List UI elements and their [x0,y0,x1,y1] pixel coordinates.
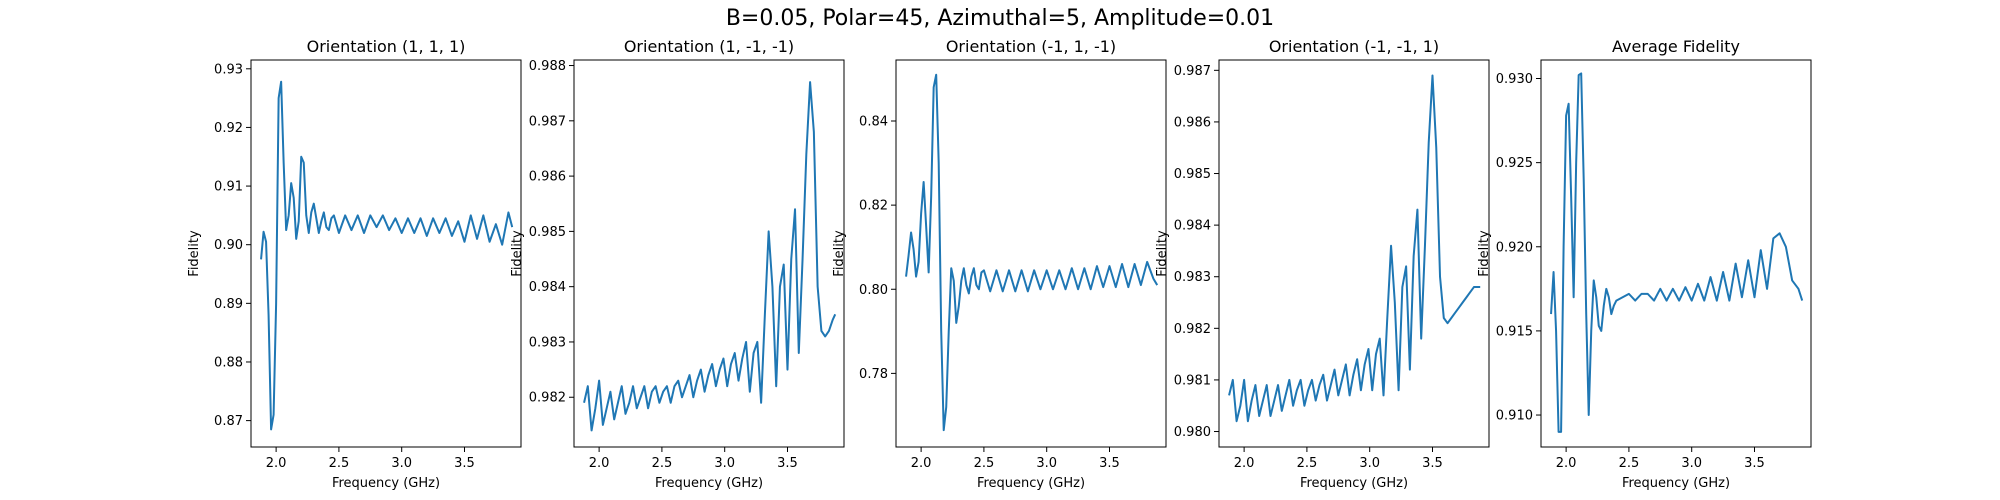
chart-2-y-tick-label: 0.988 [529,59,566,74]
chart-4-panel: 2.0 2.5 3.0 3.5 0.980 0.981 0.982 0.983 0.984 0.9… [1155,37,1490,491]
chart-4-y-axis-label: Fidelity [1155,230,1170,277]
chart-5-y-tick-label: 0.930 [1496,72,1533,87]
chart-1-y-tick-label: 0.91 [214,180,243,195]
chart-2-y-tick-label: 0.982 [529,391,566,406]
chart-4-x-tick-label: 2.0 [1234,456,1255,471]
chart-2-y-tick-label: 0.986 [529,170,566,185]
chart-1-y-tick-label: 0.90 [214,238,243,253]
chart-3-y-tick-label: 0.80 [859,283,888,298]
chart-2-x-tick-label: 3.5 [777,456,798,471]
chart-5-y-tick-label: 0.920 [1496,240,1533,255]
chart-1-x-tick-label: 2.0 [266,456,287,471]
chart-2-y-tick-label: 0.984 [529,280,566,295]
chart-3-panel: 2.0 2.5 3.0 3.5 0.78 0.80 0.82 0.84 Orientation … [832,37,1167,491]
chart-5-x-tick-label: 3.5 [1744,456,1765,471]
chart-1-x-axis-label: Frequency (GHz) [332,476,440,491]
chart-2-x-axis-label: Frequency (GHz) [655,476,763,491]
chart-3-x-tick-label: 2.5 [974,456,995,471]
chart-4-y-tick-label: 0.987 [1174,64,1211,79]
chart-4-y-tick-label: 0.981 [1174,373,1211,388]
figure-title: B=0.05, Polar=45, Azimuthal=5, Amplitude… [725,6,1275,31]
chart-1-x-tick-label: 3.0 [391,456,412,471]
chart-5-y-tick-label: 0.925 [1496,156,1533,171]
chart-5-series-line [1550,72,1804,433]
chart-2-x-tick-label: 2.0 [589,456,610,471]
chart-5-y-tick-label: 0.915 [1496,324,1533,339]
chart-4-y-tick-label: 0.985 [1174,167,1211,182]
chart-4-series-line [1228,74,1481,423]
chart-3-x-tick-label: 2.0 [911,456,932,471]
chart-5-title: Average Fidelity [1612,37,1740,56]
chart-3-x-axis-label: Frequency (GHz) [977,476,1085,491]
chart-1-series-line [260,80,514,431]
chart-1-y-tick-label: 0.92 [214,121,243,136]
chart-5-x-tick-label: 2.0 [1556,456,1577,471]
chart-3-y-axis-label: Fidelity [832,230,847,277]
chart-1-y-axis-label: Fidelity [187,230,202,277]
chart-5-panel: 2.0 2.5 3.0 3.5 0.910 0.915 0.920 0.925 0.930 Ave… [1477,37,1812,491]
chart-1-y-tick-label: 0.89 [214,297,243,312]
chart-4-y-tick-label: 0.983 [1174,270,1211,285]
chart-1-y-tick-label: 0.87 [214,414,243,429]
chart-5-axes-frame [1540,59,1812,448]
chart-1-y-tick-label: 0.88 [214,355,243,370]
chart-4-x-tick-label: 3.5 [1422,456,1443,471]
chart-4-y-tick-label: 0.982 [1174,322,1211,337]
chart-2-y-tick-label: 0.985 [529,225,566,240]
chart-4-y-tick-label: 0.986 [1174,115,1211,130]
chart-1-y-tick-label: 0.93 [214,62,243,77]
chart-5-x-axis-label: Frequency (GHz) [1622,476,1730,491]
chart-5-x-tick-label: 2.5 [1619,456,1640,471]
chart-1-panel: 2.0 2.5 3.0 3.5 0.87 0.88 0.89 0.90 0.91 0.92 0.93… [187,37,522,491]
chart-3-axes-frame [895,59,1167,448]
chart-2-y-tick-label: 0.983 [529,335,566,350]
chart-1-x-tick-label: 3.5 [454,456,475,471]
chart-4-x-tick-label: 2.5 [1297,456,1318,471]
chart-2-y-tick-label: 0.987 [529,114,566,129]
chart-5-y-tick-label: 0.910 [1496,409,1533,424]
chart-2-x-tick-label: 3.0 [714,456,735,471]
chart-4-axes-frame [1218,59,1490,448]
chart-4-title: Orientation (-1, -1, 1) [1269,37,1439,56]
chart-3-series-line [905,73,1159,432]
chart-2-title: Orientation (1, -1, -1) [624,37,794,56]
chart-2-y-axis-label: Fidelity [510,230,525,277]
chart-1-title: Orientation (1, 1, 1) [307,37,466,56]
chart-2-panel: 2.0 2.5 3.0 3.5 0.982 0.983 0.984 0.985 0.986 0.9… [510,37,845,491]
chart-3-x-tick-label: 3.0 [1036,456,1057,471]
chart-3-y-tick-label: 0.84 [859,114,888,129]
chart-1-x-tick-label: 2.5 [329,456,350,471]
chart-4-y-tick-label: 0.980 [1174,425,1211,440]
chart-3-y-tick-label: 0.82 [859,199,888,214]
chart-4-y-tick-label: 0.984 [1174,219,1211,234]
chart-2-x-tick-label: 2.5 [652,456,673,471]
chart-1-axes-frame [250,59,522,448]
chart-2-axes-frame [573,59,845,448]
chart-2-series-line [583,81,837,432]
chart-3-y-tick-label: 0.78 [859,367,888,382]
chart-3-x-tick-label: 3.5 [1099,456,1120,471]
chart-4-x-tick-label: 3.0 [1359,456,1380,471]
chart-5-y-axis-label: Fidelity [1477,230,1492,277]
chart-4-x-axis-label: Frequency (GHz) [1300,476,1408,491]
chart-3-title: Orientation (-1, 1, -1) [946,37,1116,56]
chart-5-x-tick-label: 3.0 [1681,456,1702,471]
